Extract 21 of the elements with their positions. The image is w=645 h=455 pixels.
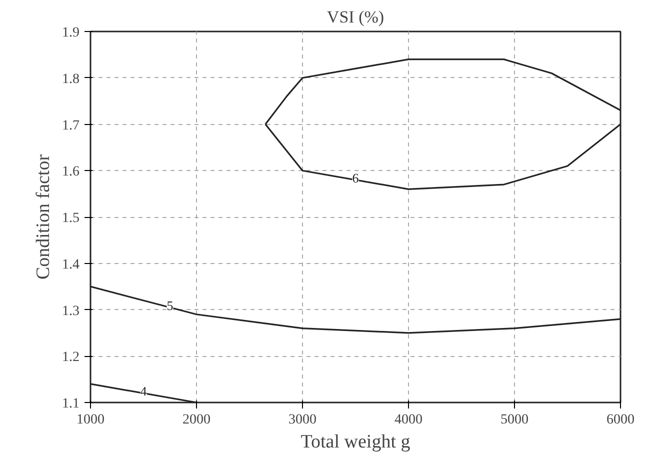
x-tick-label: 3000	[288, 412, 316, 428]
series-label: 5	[166, 298, 174, 313]
x-tick-label: 4000	[394, 412, 422, 428]
series-label: 4	[140, 384, 148, 399]
series-label: 6	[352, 170, 360, 186]
y-axis-title: Condition factor	[33, 154, 54, 280]
chart-title: VSI (%)	[326, 8, 384, 26]
y-tick-label: 1.1	[62, 396, 80, 412]
y-tick-label: 1.8	[62, 72, 80, 87]
y-tick-label: 1.4	[62, 257, 80, 272]
y-tick-label: 1.7	[62, 118, 80, 134]
y-tick-label: 1.5	[62, 211, 80, 226]
x-axis-title: Total weight g	[300, 432, 411, 452]
x-tick-label: 2000	[182, 412, 210, 428]
x-tick-label: 5000	[500, 412, 528, 428]
y-tick-label: 1.9	[62, 26, 80, 40]
x-tick-label: 1000	[76, 412, 104, 428]
y-tick-label: 1.3	[62, 304, 80, 319]
y-tick-label: 1.6	[62, 164, 80, 180]
y-tick-label: 1.2	[62, 350, 80, 366]
x-tick-label: 6000	[606, 412, 634, 428]
